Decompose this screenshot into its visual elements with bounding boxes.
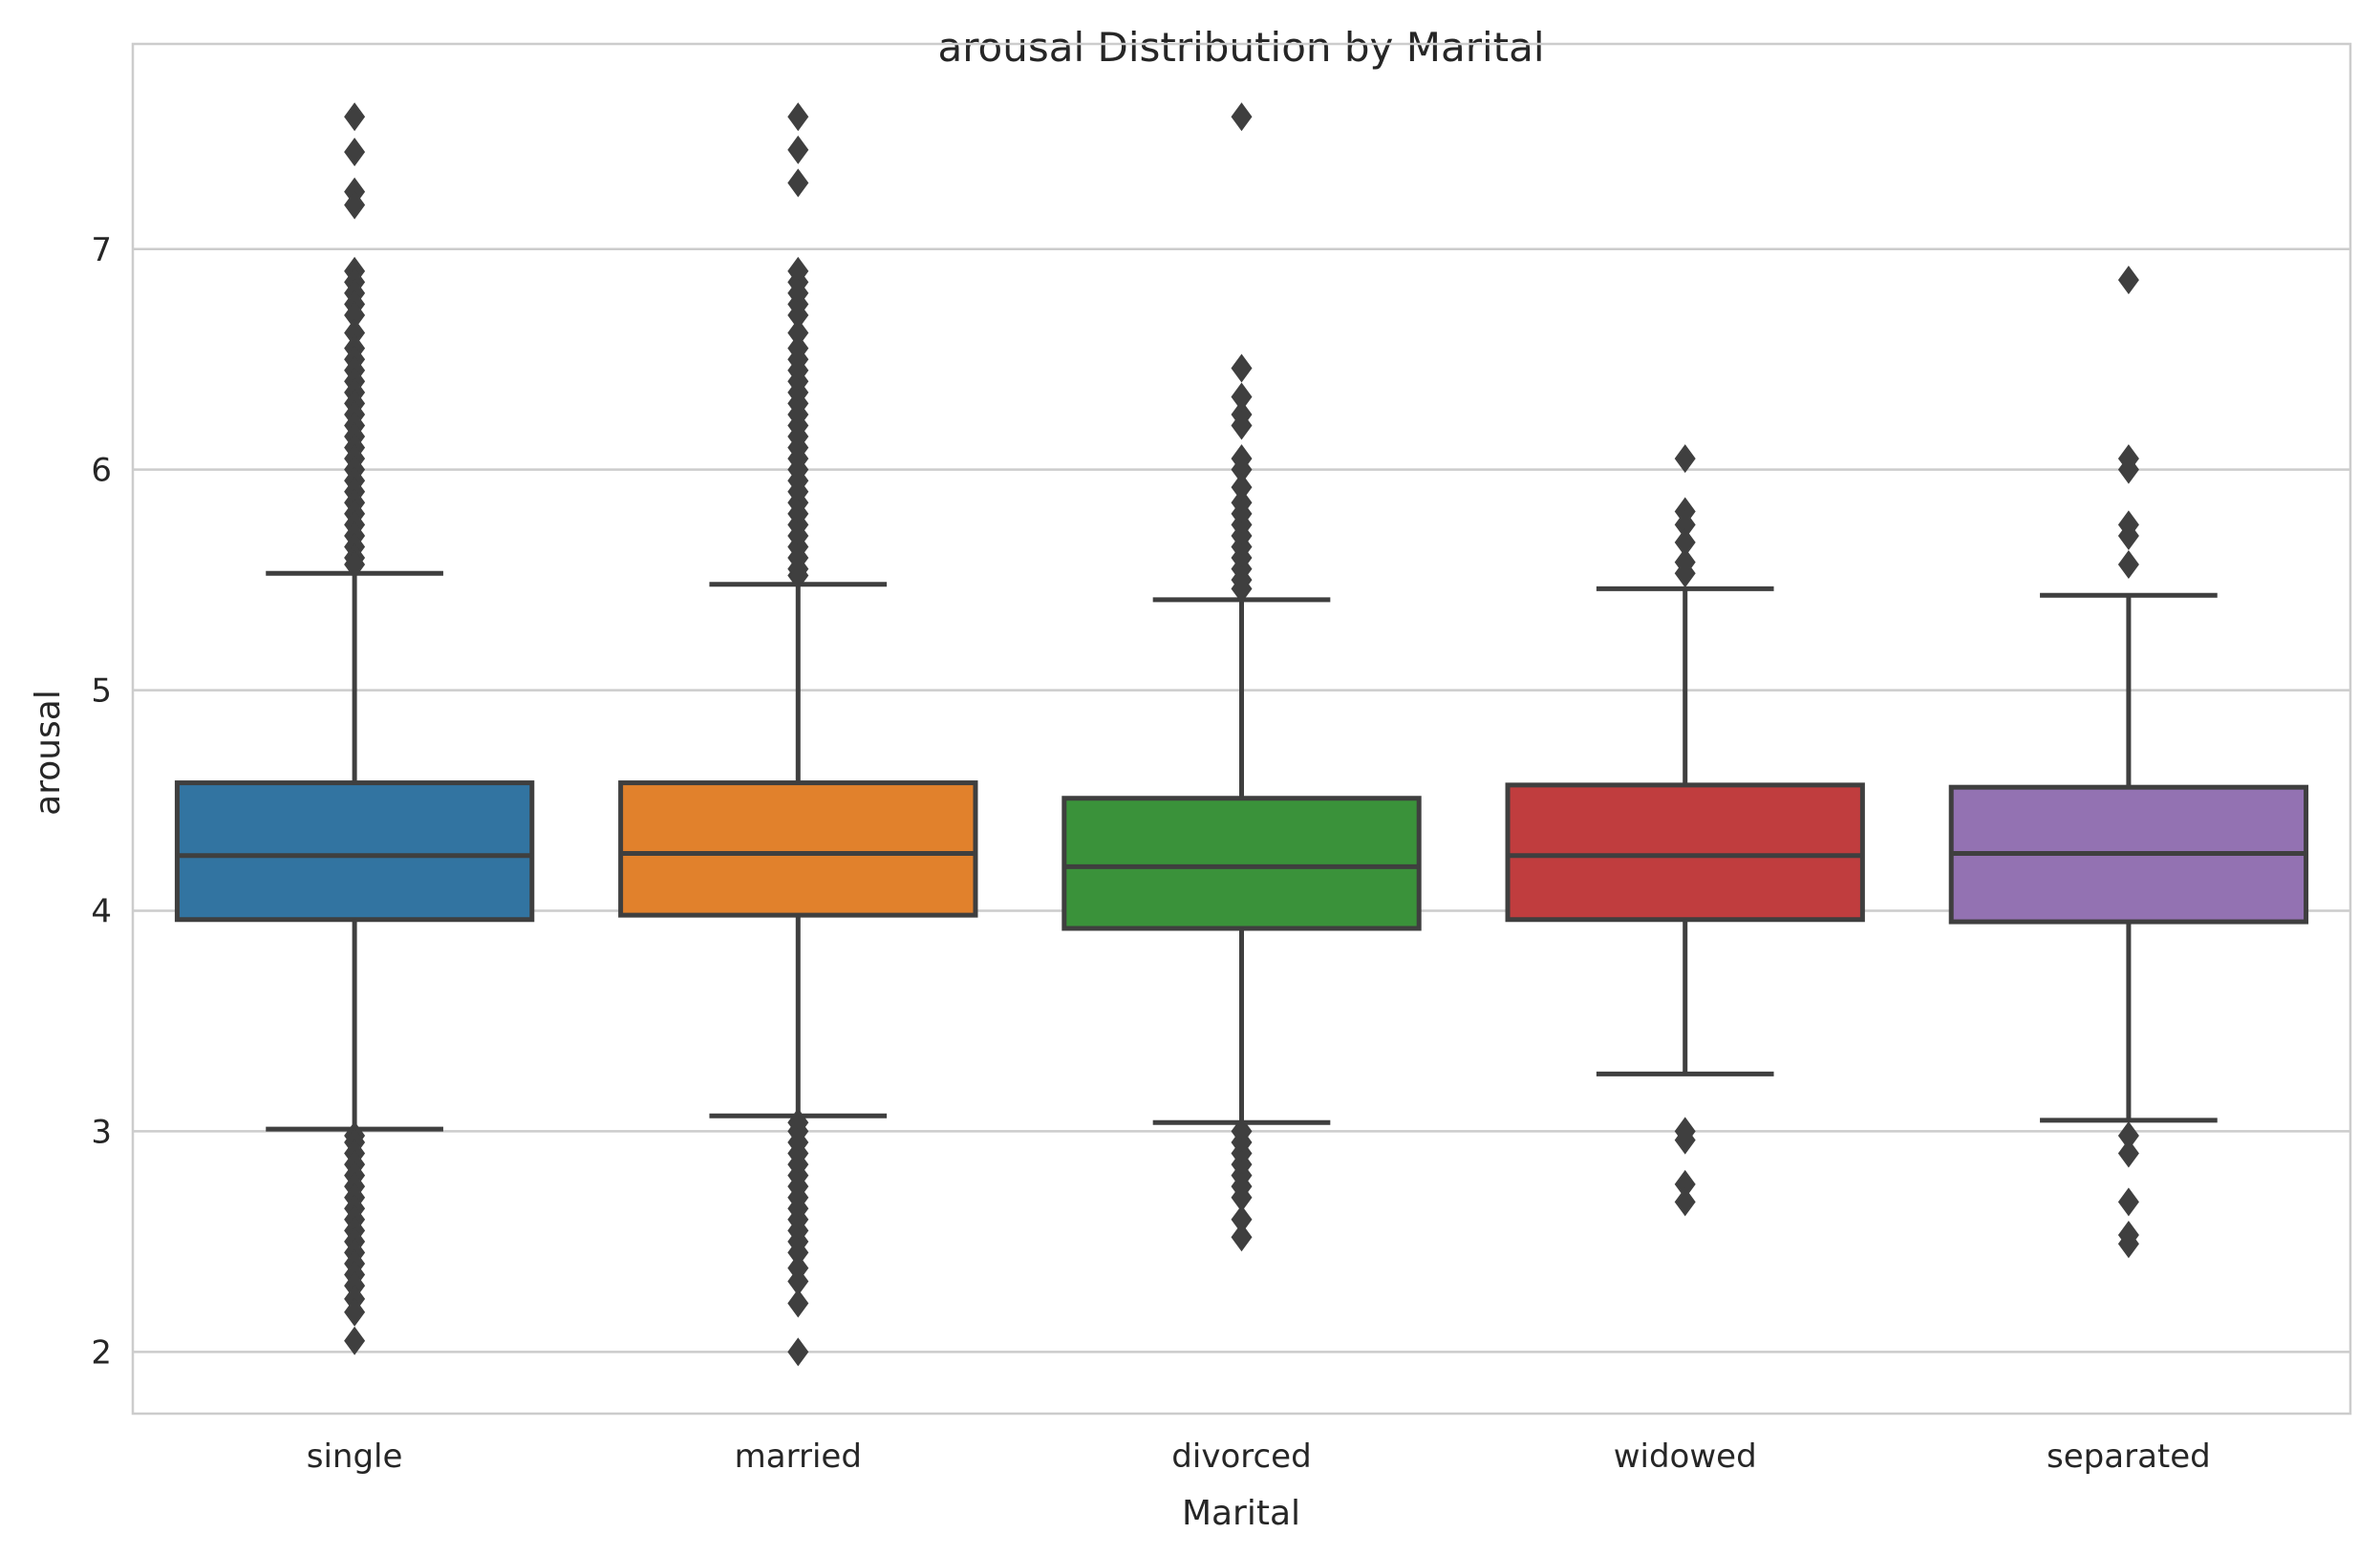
outlier-point	[1231, 574, 1253, 604]
x-tick-label: widowed	[1614, 1438, 1757, 1476]
outlier-point	[787, 102, 809, 132]
iqr-box	[618, 780, 978, 918]
y-tick-labels: 2 3 4 5 6 7	[91, 231, 112, 1373]
y-tick-label: 5	[91, 672, 112, 711]
outlier-point	[1231, 1204, 1253, 1234]
x-tick-labels: single married divorced widowed separated	[307, 1438, 2211, 1476]
iqr-box	[1061, 796, 1422, 931]
outlier-point	[1231, 1223, 1253, 1252]
outlier-point	[1674, 510, 1696, 540]
y-tick-label: 6	[91, 452, 112, 490]
y-tick-label: 4	[91, 893, 112, 931]
outlier-point	[2117, 1139, 2139, 1168]
outlier-point	[344, 190, 366, 220]
x-tick-label: single	[307, 1438, 403, 1476]
outlier-point	[1674, 1125, 1696, 1155]
outlier-point	[1674, 1187, 1696, 1217]
y-tick-label: 3	[91, 1113, 112, 1151]
box-divorced	[1061, 102, 1422, 1252]
outlier-point	[2117, 521, 2139, 550]
boxes-layer	[174, 102, 2309, 1367]
outlier-point	[344, 1297, 366, 1327]
outlier-point	[787, 1289, 809, 1318]
x-tick-label: divorced	[1171, 1438, 1311, 1476]
outlier-point	[787, 135, 809, 164]
x-tick-label: married	[735, 1438, 862, 1476]
outlier-point	[2117, 1121, 2139, 1151]
outlier-point	[2117, 266, 2139, 295]
outlier-point	[1231, 353, 1253, 383]
outlier-point	[1231, 455, 1253, 484]
outlier-point	[2117, 1187, 2139, 1217]
outlier-point	[344, 549, 366, 579]
outlier-point	[1674, 527, 1696, 557]
outlier-point	[1231, 102, 1253, 132]
outlier-point	[344, 301, 366, 330]
box-married	[618, 102, 978, 1367]
plot-frame	[131, 42, 2352, 1416]
box-separated	[1948, 266, 2309, 1259]
chart-title: arousal Distribution by Marital	[937, 24, 1544, 71]
outlier-point	[787, 561, 809, 590]
outlier-point	[1231, 1182, 1253, 1212]
outlier-point	[2117, 455, 2139, 484]
y-axis-label: arousal	[29, 690, 68, 816]
outlier-point	[1674, 444, 1696, 474]
outlier-point	[1674, 559, 1696, 588]
box-single	[174, 102, 535, 1355]
x-tick-label: separated	[2047, 1438, 2211, 1476]
iqr-box	[174, 780, 535, 923]
outlier-point	[1231, 473, 1253, 502]
outlier-point	[787, 1267, 809, 1296]
outlier-point	[1231, 382, 1253, 412]
outlier-point	[344, 138, 366, 167]
outlier-point	[1674, 1169, 1696, 1199]
box-widowed	[1505, 444, 1865, 1217]
outlier-point	[787, 301, 809, 330]
outlier-point	[787, 318, 809, 348]
outlier-point	[1231, 411, 1253, 440]
x-axis-label: Marital	[1182, 1494, 1300, 1533]
outlier-point	[787, 1337, 809, 1367]
y-tick-label: 2	[91, 1333, 112, 1372]
iqr-box	[1505, 782, 1865, 923]
y-tick-label: 7	[91, 231, 112, 269]
outlier-point	[2117, 1229, 2139, 1259]
outlier-point	[344, 1326, 366, 1355]
outlier-point	[344, 102, 366, 132]
outlier-point	[344, 318, 366, 348]
outlier-point	[787, 1238, 809, 1267]
outlier-point	[787, 168, 809, 198]
outlier-point	[2117, 549, 2139, 579]
